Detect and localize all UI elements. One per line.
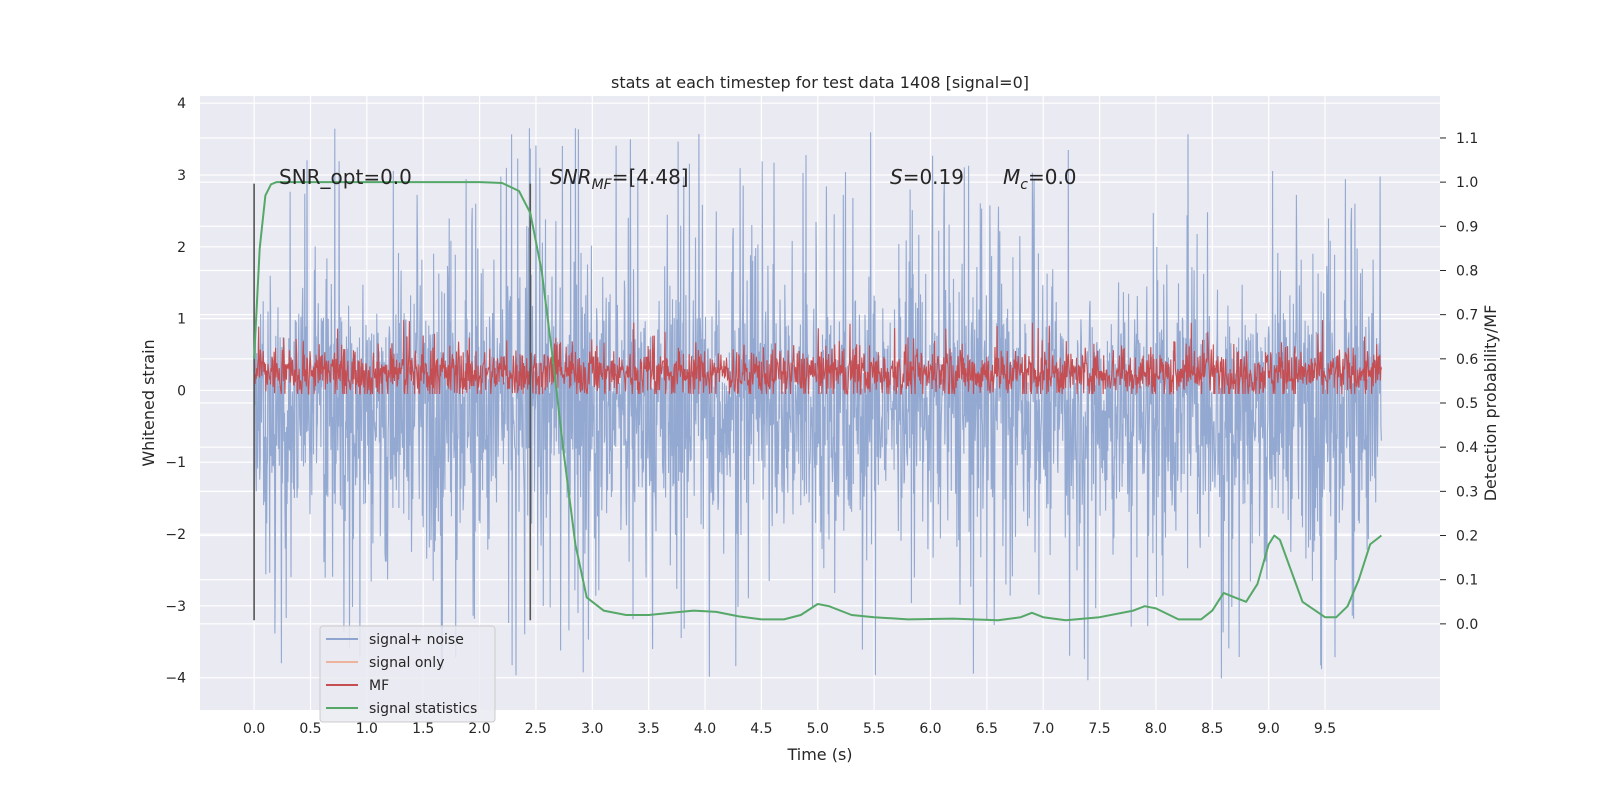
series-signal-statistics bbox=[253, 181, 1383, 622]
y2-tick-label: 0.9 bbox=[1456, 219, 1478, 235]
x-axis-label: Time (s) bbox=[786, 745, 852, 764]
legend-label-signal-statistics: signal statistics bbox=[369, 701, 477, 717]
x-tick-label: 2.0 bbox=[468, 721, 490, 737]
y-tick-label: −2 bbox=[165, 527, 186, 543]
x-tick-label: 5.5 bbox=[863, 721, 885, 737]
y2-tick-label: 0.1 bbox=[1456, 573, 1478, 589]
annotation-s-symbol: S bbox=[890, 165, 903, 189]
x-tick-label: 2.5 bbox=[525, 721, 547, 737]
y2-tick-label: 0.5 bbox=[1456, 396, 1478, 412]
x-tick-label: 6.0 bbox=[919, 721, 941, 737]
legend-label-signal-only: signal only bbox=[369, 655, 444, 671]
y2-tick-label: 1.0 bbox=[1456, 175, 1478, 191]
annotation-mc: Mc=0.0 bbox=[1003, 165, 1077, 193]
y-tick-label: −1 bbox=[165, 455, 186, 471]
series-signal-noise bbox=[253, 128, 1382, 681]
y-tick-label: 1 bbox=[177, 312, 186, 328]
x-tick-label: 5.0 bbox=[807, 721, 829, 737]
x-tick-label: 4.5 bbox=[750, 721, 772, 737]
legend: signal+ noise signal only MF signal stat… bbox=[319, 625, 496, 723]
signal-noise-line bbox=[253, 128, 1382, 681]
series-mf bbox=[253, 319, 1382, 395]
x-tick-label: 0.0 bbox=[243, 721, 265, 737]
annotations: SNR_opt=0.0 SNRMF=[4.48] S=0.19 Mc=0.0 bbox=[279, 165, 1077, 193]
annotation-snr-mf: SNRMF=[4.48] bbox=[550, 165, 689, 193]
y-tick-label: −4 bbox=[165, 671, 186, 687]
y2-tick-label: 0.0 bbox=[1456, 617, 1478, 633]
annotation-s-value: =0.19 bbox=[903, 165, 964, 189]
y2-tick-label: 0.7 bbox=[1456, 308, 1478, 324]
y2-tick-label: 0.3 bbox=[1456, 484, 1478, 500]
x-tick-label: 9.0 bbox=[1258, 721, 1280, 737]
tick-labels: 0.0 0.5 1.0 1.5 2.0 2.5 3.0 3.5 4.0 4.5 5.0 5.5 6.0 6… bbox=[165, 96, 1478, 737]
vertical-markers bbox=[253, 183, 532, 621]
legend-label-signal-noise: signal+ noise bbox=[369, 632, 464, 648]
x-tick-label: 3.0 bbox=[581, 721, 603, 737]
x-tick-label: 7.5 bbox=[1088, 721, 1110, 737]
y-tick-label: 2 bbox=[177, 240, 186, 256]
y-tick-label: −3 bbox=[165, 599, 186, 615]
y2-tick-label: 0.2 bbox=[1456, 529, 1478, 545]
x-tick-label: 9.5 bbox=[1314, 721, 1336, 737]
annotation-snr-mf-symbol: SNR bbox=[550, 165, 592, 189]
mf-line bbox=[253, 319, 1382, 395]
y-axis-label: Whitened strain bbox=[139, 339, 158, 466]
x-tick-label: 7.0 bbox=[1032, 721, 1054, 737]
x-tick-label: 1.0 bbox=[356, 721, 378, 737]
y-tick-label: 0 bbox=[177, 383, 186, 399]
x-tick-label: 6.5 bbox=[976, 721, 998, 737]
y-tick-label: 4 bbox=[177, 96, 186, 112]
annotation-mc-symbol: M bbox=[1003, 165, 1020, 189]
legend-label-mf: MF bbox=[369, 678, 389, 694]
chart-title: stats at each timestep for test data 140… bbox=[611, 73, 1029, 92]
y2-tick-label: 0.4 bbox=[1456, 440, 1478, 456]
y2-tick-label: 0.8 bbox=[1456, 263, 1478, 279]
annotation-snr-opt: SNR_opt=0.0 bbox=[279, 165, 412, 189]
x-tick-label: 0.5 bbox=[299, 721, 321, 737]
x-tick-label: 1.5 bbox=[412, 721, 434, 737]
y-tick-label: 3 bbox=[177, 168, 186, 184]
annotation-mc-subscript: c bbox=[1020, 177, 1028, 193]
annotation-mc-value: =0.0 bbox=[1028, 165, 1077, 189]
y2-tick-label: 0.6 bbox=[1456, 352, 1478, 368]
annotation-s: S=0.19 bbox=[890, 165, 964, 189]
signal-statistics-line bbox=[253, 181, 1383, 622]
annotation-snr-mf-subscript: MF bbox=[592, 177, 613, 193]
legend-box bbox=[319, 625, 496, 723]
y2-axis-label: Detection probability/MF bbox=[1481, 305, 1500, 502]
x-tick-label: 4.0 bbox=[694, 721, 716, 737]
x-tick-label: 8.5 bbox=[1201, 721, 1223, 737]
y2-tick-label: 1.1 bbox=[1456, 131, 1478, 147]
x-tick-label: 8.0 bbox=[1145, 721, 1167, 737]
annotation-snr-mf-value: =[4.48] bbox=[612, 165, 689, 189]
x-tick-label: 3.5 bbox=[638, 721, 660, 737]
